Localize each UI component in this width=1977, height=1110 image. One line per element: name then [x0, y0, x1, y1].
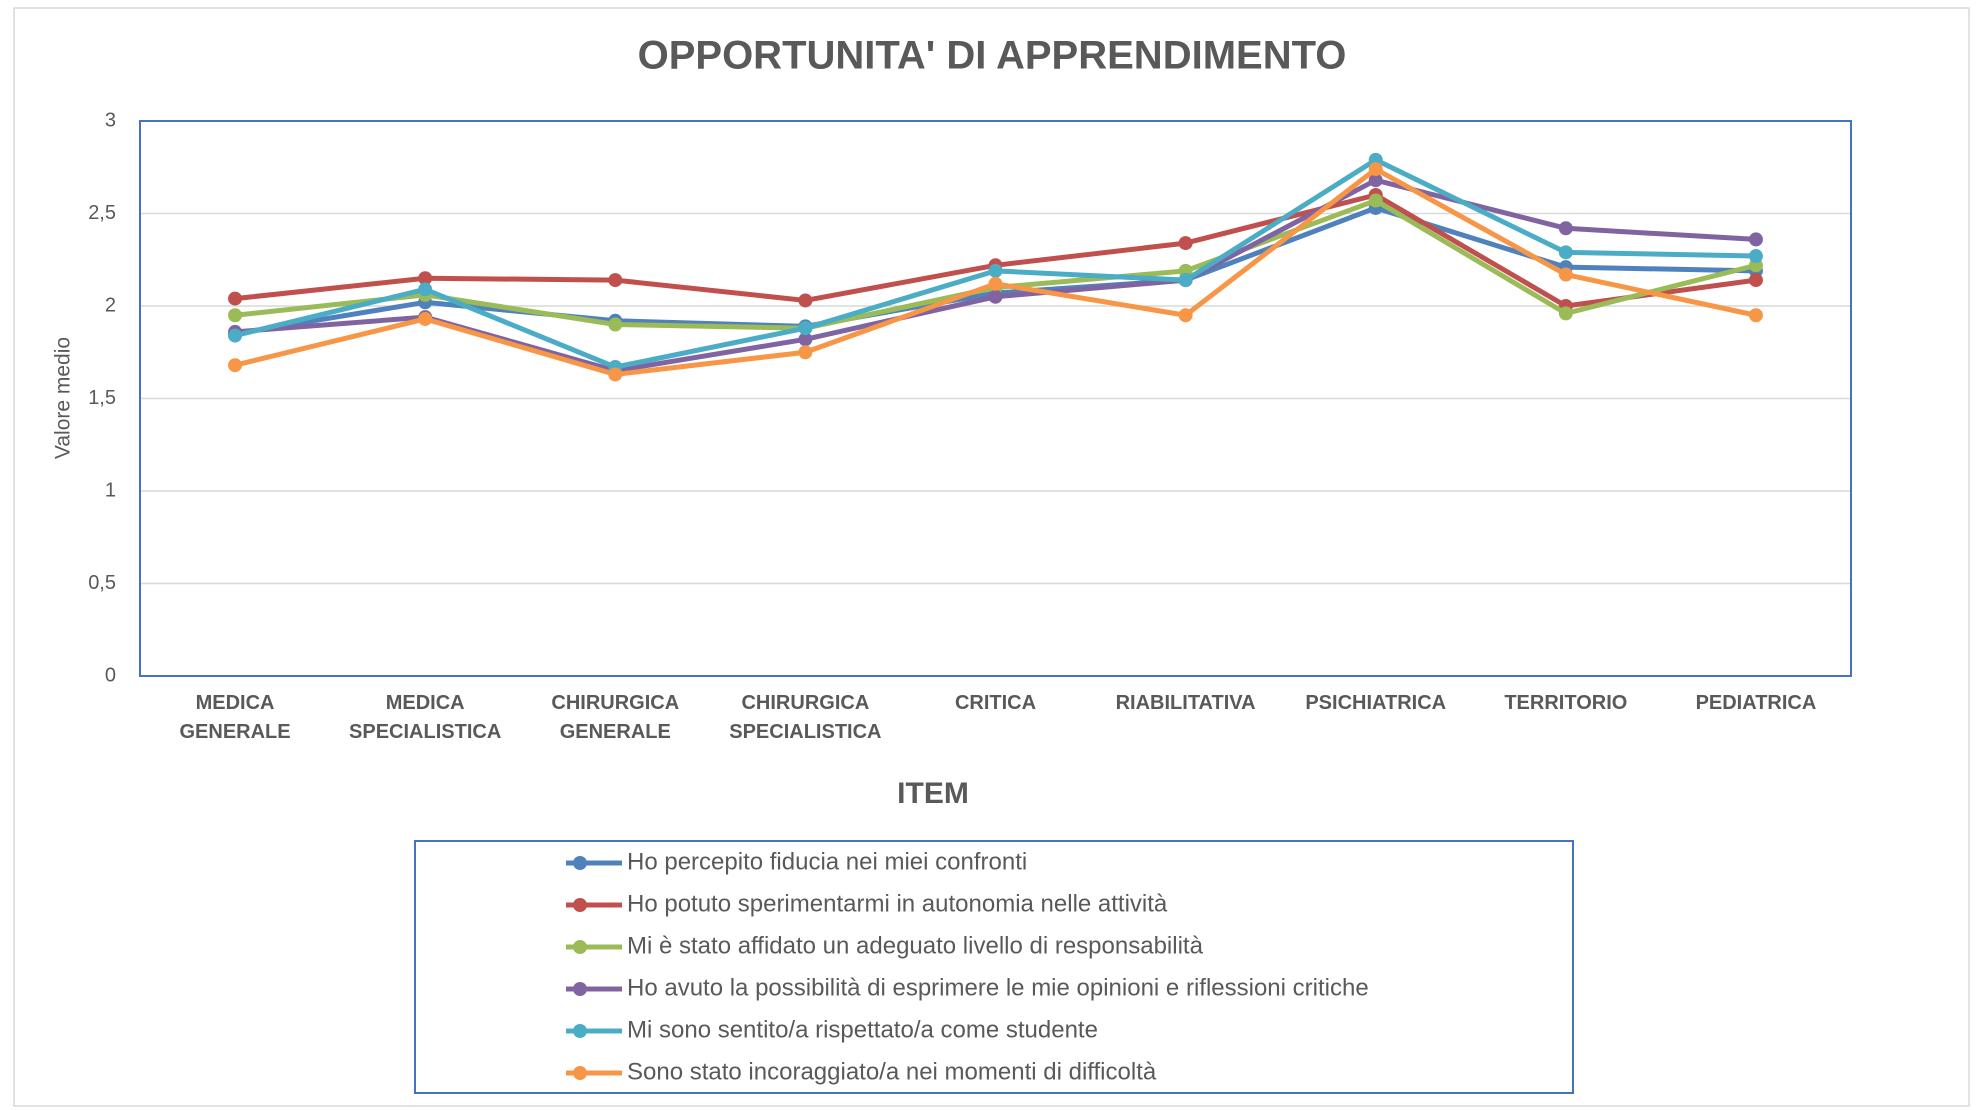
data-point	[798, 345, 813, 360]
data-point	[1558, 306, 1573, 321]
data-point	[608, 367, 623, 382]
y-tick-label: 1	[105, 479, 116, 501]
y-tick-label: 1,5	[88, 387, 116, 409]
legend-label: Ho avuto la possibilità di esprimere le …	[627, 974, 1369, 1001]
x-tick-label: PSICHIATRICA	[1305, 692, 1447, 714]
data-point	[988, 276, 1003, 291]
data-point	[228, 358, 243, 373]
data-point	[798, 321, 813, 336]
data-point	[1558, 245, 1573, 260]
data-point	[608, 273, 623, 288]
x-tick-label: PEDIATRICA	[1695, 692, 1817, 714]
data-point	[418, 311, 433, 326]
legend-marker	[573, 1066, 587, 1080]
data-point	[1178, 273, 1193, 288]
data-point	[1748, 249, 1763, 264]
data-point	[1178, 236, 1193, 251]
y-tick-label: 3	[105, 109, 116, 131]
legend-marker	[573, 982, 587, 996]
legend-box	[414, 840, 1574, 1094]
x-tick-label: RIABILITATIVA	[1115, 692, 1256, 714]
legend-label: Ho potuto sperimentarmi in autonomia nel…	[627, 890, 1168, 917]
chart-title: OPPORTUNITA' DI APPRENDIMENTO	[638, 34, 1347, 78]
data-point	[1178, 308, 1193, 323]
data-point	[1368, 162, 1383, 177]
x-tick-label: MEDICA SPECIALISTICA	[349, 692, 502, 743]
legend-marker	[573, 1024, 587, 1038]
data-point	[1748, 232, 1763, 247]
data-point	[418, 271, 433, 286]
x-tick-label: CRITICA	[954, 692, 1037, 714]
data-point	[798, 332, 813, 347]
data-point	[228, 291, 243, 306]
data-point	[988, 289, 1003, 304]
data-point	[228, 328, 243, 343]
data-point	[608, 317, 623, 332]
legend-label: Mi è stato affidato un adeguato livello …	[627, 932, 1204, 959]
data-point	[1368, 173, 1383, 188]
data-point	[1748, 308, 1763, 323]
legend-label: Ho percepito fiducia nei miei confronti	[627, 848, 1027, 875]
data-point	[1558, 221, 1573, 236]
y-tick-label: 0,5	[88, 572, 116, 594]
plot-border	[139, 120, 1852, 677]
y-tick-label: 0	[105, 664, 116, 686]
legend-label: Mi sono sentito/a rispettato/a come stud…	[627, 1016, 1098, 1043]
y-tick-label: 2,5	[88, 202, 116, 224]
x-tick-label: MEDICA GENERALE	[179, 692, 291, 743]
legend-marker	[573, 898, 587, 912]
data-point	[418, 282, 433, 297]
data-point	[228, 308, 243, 323]
y-tick-label: 2	[105, 294, 116, 316]
legend-marker	[573, 940, 587, 954]
y-axis-label: Valore medio	[52, 337, 75, 459]
legend-marker	[573, 856, 587, 870]
x-tick-label: CHIRURGICA GENERALE	[551, 692, 680, 743]
data-point	[988, 263, 1003, 278]
x-tick-label: CHIRURGICA SPECIALISTICA	[729, 692, 882, 743]
chart-border	[13, 7, 1970, 1107]
data-point	[1558, 267, 1573, 282]
data-point	[1748, 273, 1763, 288]
data-point	[798, 293, 813, 308]
data-point	[1368, 193, 1383, 208]
x-tick-label: TERRITORIO	[1504, 692, 1628, 714]
x-axis-label: ITEM	[897, 777, 969, 810]
legend-label: Sono stato incoraggiato/a nei momenti di…	[627, 1058, 1157, 1085]
